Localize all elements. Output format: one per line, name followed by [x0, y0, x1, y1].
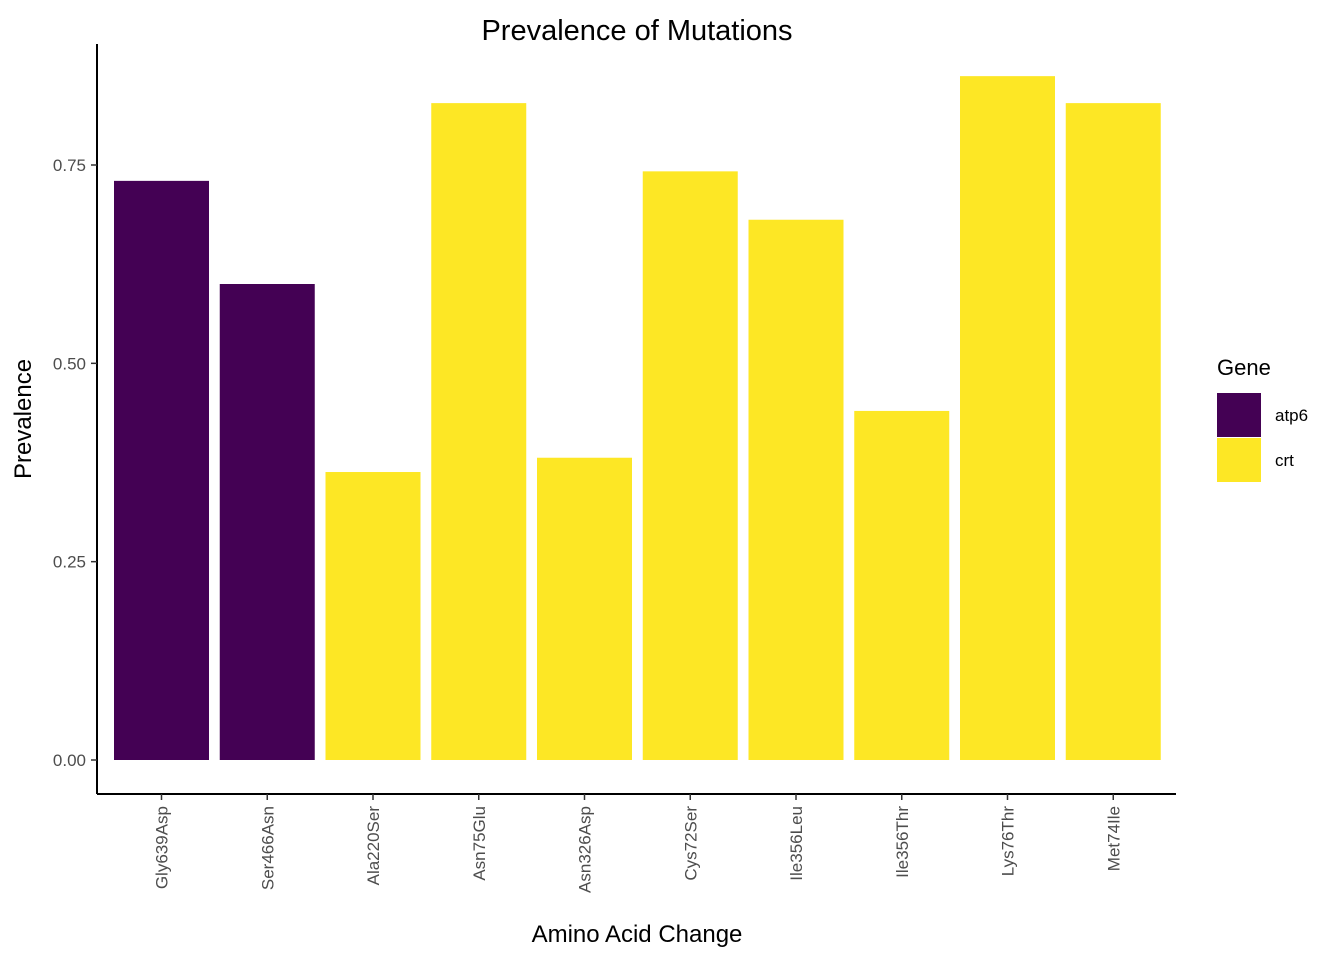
- bar-ser466asn: [219, 284, 315, 760]
- y-tick-label: 0.00: [53, 751, 86, 770]
- legend-items: atp6 crt: [1217, 393, 1308, 482]
- bar-ala220ser: [325, 472, 421, 760]
- x-axis-title: Amino Acid Change: [532, 921, 743, 948]
- bar-asn75glu: [431, 103, 527, 761]
- bar-ile356thr: [854, 410, 950, 760]
- x-tick-label: Ser466Asn: [258, 806, 277, 890]
- y-tick-label: 0.25: [53, 553, 86, 572]
- legend: Gene atp6 crt: [1217, 355, 1308, 482]
- y-axis-ticks: 0.00 0.25 0.50 0.75: [53, 156, 97, 770]
- x-tick-label: Cys72Ser: [681, 806, 700, 881]
- x-axis-ticks: Gly639Asp Ser466Asn Ala220Ser Asn75Glu Asn32…: [153, 794, 1123, 893]
- bar-asn326asp: [537, 457, 632, 760]
- y-tick-label: 0.50: [53, 354, 86, 373]
- x-tick-label: Ile356Leu: [787, 806, 806, 881]
- legend-label-atp6: atp6: [1275, 406, 1308, 425]
- x-tick-label: Gly639Asp: [153, 806, 172, 889]
- x-tick-label: Asn75Glu: [470, 806, 489, 881]
- y-tick-label: 0.75: [53, 156, 86, 175]
- x-tick-label: Met74Ile: [1104, 806, 1123, 871]
- bar-gly639asp: [114, 180, 209, 760]
- legend-label-crt: crt: [1275, 451, 1294, 470]
- x-tick-label: Lys76Thr: [999, 806, 1018, 877]
- bar-met74ile: [1065, 103, 1161, 761]
- x-tick-label: Ile356Thr: [893, 806, 912, 878]
- x-tick-label: Ala220Ser: [364, 806, 383, 886]
- legend-title: Gene: [1217, 355, 1271, 380]
- bar-cys72ser: [642, 171, 738, 760]
- chart-title: Prevalence of Mutations: [481, 15, 792, 47]
- legend-swatch-crt: [1217, 438, 1261, 482]
- x-tick-label: Asn326Asp: [576, 806, 595, 893]
- legend-swatch-atp6: [1217, 393, 1261, 437]
- bar-lys76thr: [960, 76, 1055, 760]
- y-axis-title: Prevalence: [10, 359, 37, 479]
- plot-area: [114, 76, 1161, 761]
- bar-ile356leu: [748, 219, 844, 761]
